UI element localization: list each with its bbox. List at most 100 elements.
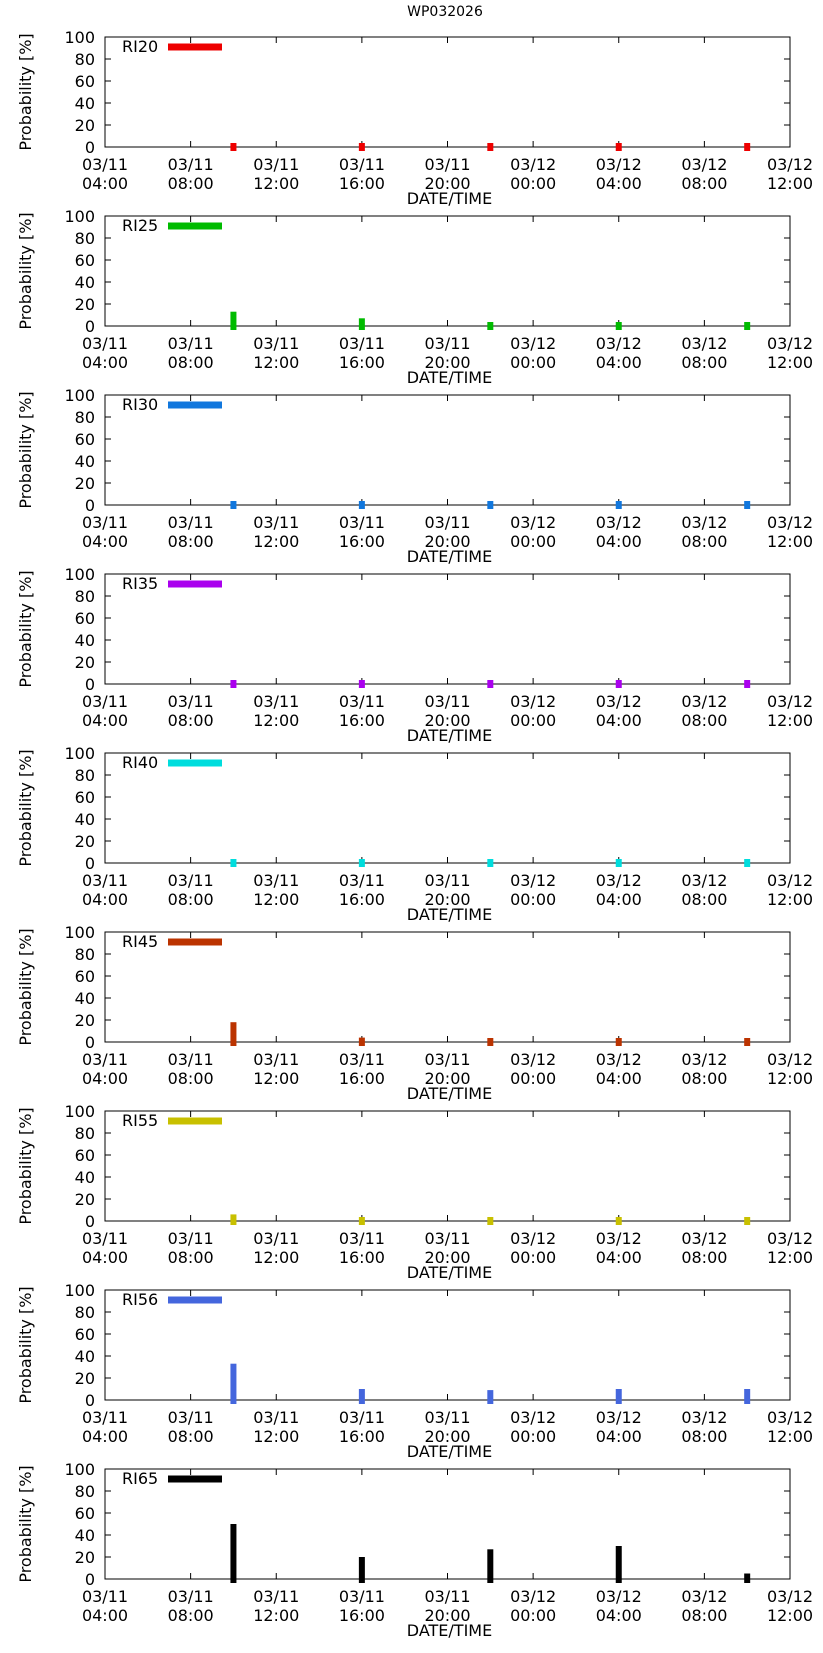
y-tick-label: 100 — [64, 386, 95, 405]
x-tick-label-date: 03/12 — [767, 1587, 813, 1606]
x-tick-label-time: 04:00 — [596, 1427, 642, 1446]
x-tick-label-date: 03/11 — [168, 1587, 214, 1606]
plot-frame — [104, 36, 791, 148]
y-axis-label: Probability [%] — [16, 212, 35, 329]
y-tick-label: 20 — [75, 1548, 95, 1567]
bar-ri30-4 — [744, 501, 751, 509]
x-tick-label-date: 03/12 — [596, 692, 642, 711]
y-tick-label: 0 — [85, 496, 95, 515]
panel-ri55: 02040608010003/1104:0003/1108:0003/1112:… — [16, 1102, 813, 1282]
x-tick-label-date: 03/11 — [424, 1587, 470, 1606]
bar-ri35-2 — [487, 680, 494, 688]
x-tick-label-date: 03/11 — [82, 155, 128, 174]
x-tick-label-date: 03/11 — [168, 155, 214, 174]
x-tick-label-date: 03/11 — [339, 1408, 385, 1427]
x-tick-label-time: 08:00 — [681, 1427, 727, 1446]
plot-frame — [104, 215, 791, 327]
x-tick-label-time: 12:00 — [767, 1427, 813, 1446]
x-tick-label-time: 08:00 — [681, 353, 727, 372]
y-tick-label: 0 — [85, 854, 95, 873]
x-tick-label-time: 08:00 — [168, 1427, 214, 1446]
bar-ri20-0 — [230, 143, 237, 151]
x-tick-label-time: 20:00 — [424, 1427, 470, 1446]
panel-ri56: 02040608010003/1104:0003/1108:0003/1112:… — [16, 1281, 813, 1461]
x-axis-label: DATE/TIME — [407, 726, 492, 745]
x-tick-label-date: 03/11 — [253, 1408, 299, 1427]
x-tick-label-date: 03/11 — [253, 513, 299, 532]
y-tick-label: 80 — [75, 1124, 95, 1143]
x-tick-label-date: 03/11 — [339, 871, 385, 890]
bar-ri56-0 — [230, 1363, 237, 1404]
x-tick-label-time: 16:00 — [339, 532, 385, 551]
x-tick-label-date: 03/11 — [339, 692, 385, 711]
bar-ri30-2 — [487, 501, 494, 509]
x-tick-label-date: 03/11 — [168, 1408, 214, 1427]
x-tick-label-time: 20:00 — [424, 890, 470, 909]
y-tick-label: 40 — [75, 989, 95, 1008]
x-tick-label-time: 12:00 — [253, 1427, 299, 1446]
x-tick-label-date: 03/12 — [681, 1587, 727, 1606]
legend-label: RI20 — [122, 37, 158, 56]
bar-ri45-1 — [358, 1037, 365, 1046]
bar-ri20-2 — [487, 143, 494, 151]
y-tick-label: 40 — [75, 452, 95, 471]
y-axis-label: Probability [%] — [16, 391, 35, 508]
bar-ri40-0 — [230, 859, 237, 867]
x-tick-label-time: 16:00 — [339, 1606, 385, 1625]
bar-ri55-1 — [358, 1217, 365, 1225]
bar-ri40-4 — [744, 859, 751, 867]
x-tick-label-date: 03/11 — [339, 1587, 385, 1606]
plot-frame — [104, 394, 791, 506]
bar-ri35-3 — [615, 680, 622, 688]
x-tick-label-time: 08:00 — [681, 1606, 727, 1625]
bar-ri20-3 — [615, 143, 622, 151]
x-tick-label-time: 04:00 — [596, 174, 642, 193]
x-tick-label-date: 03/11 — [82, 692, 128, 711]
x-tick-label-time: 20:00 — [424, 174, 470, 193]
x-tick-label-date: 03/11 — [82, 334, 128, 353]
x-tick-label-date: 03/12 — [767, 692, 813, 711]
x-tick-label-date: 03/12 — [681, 155, 727, 174]
x-tick-label-date: 03/11 — [424, 871, 470, 890]
x-axis-label: DATE/TIME — [407, 189, 492, 208]
x-tick-label-date: 03/12 — [681, 334, 727, 353]
x-tick-label-date: 03/12 — [767, 513, 813, 532]
bar-ri56-4 — [744, 1389, 751, 1404]
bar-ri65-2 — [487, 1549, 494, 1583]
y-axis-label: Probability [%] — [16, 1465, 35, 1582]
x-tick-label-time: 08:00 — [681, 1248, 727, 1267]
bar-ri20-1 — [358, 143, 365, 151]
y-tick-label: 60 — [75, 251, 95, 270]
x-tick-label-time: 08:00 — [681, 174, 727, 193]
y-tick-label: 20 — [75, 1190, 95, 1209]
y-axis-label: Probability [%] — [16, 749, 35, 866]
legend-label: RI65 — [122, 1469, 158, 1488]
x-tick-label-date: 03/11 — [253, 155, 299, 174]
x-tick-label-time: 04:00 — [82, 890, 128, 909]
x-tick-label-date: 03/12 — [596, 1408, 642, 1427]
x-tick-label-date: 03/11 — [253, 334, 299, 353]
x-axis-label: DATE/TIME — [407, 905, 492, 924]
x-tick-label-date: 03/12 — [596, 871, 642, 890]
y-tick-label: 80 — [75, 229, 95, 248]
y-axis-label: Probability [%] — [16, 33, 35, 150]
x-tick-label-date: 03/12 — [681, 1408, 727, 1427]
x-tick-label-date: 03/12 — [767, 334, 813, 353]
bar-ri45-0 — [230, 1022, 237, 1046]
legend-label: RI35 — [122, 574, 158, 593]
bar-ri45-3 — [615, 1038, 622, 1046]
x-tick-label-time: 04:00 — [82, 1427, 128, 1446]
y-tick-label: 40 — [75, 810, 95, 829]
x-tick-label-time: 12:00 — [253, 1248, 299, 1267]
x-tick-label-date: 03/12 — [510, 692, 556, 711]
bar-ri35-0 — [230, 680, 237, 688]
bar-ri25-2 — [487, 322, 494, 330]
bar-ri55-2 — [487, 1217, 494, 1225]
y-tick-label: 20 — [75, 295, 95, 314]
x-tick-label-time: 08:00 — [168, 353, 214, 372]
y-tick-label: 80 — [75, 945, 95, 964]
panel-ri20: 02040608010003/1104:0003/1108:0003/1112:… — [16, 28, 813, 208]
x-tick-label-date: 03/11 — [424, 1050, 470, 1069]
plot-frame — [104, 573, 791, 685]
x-axis-label: DATE/TIME — [407, 1084, 492, 1103]
